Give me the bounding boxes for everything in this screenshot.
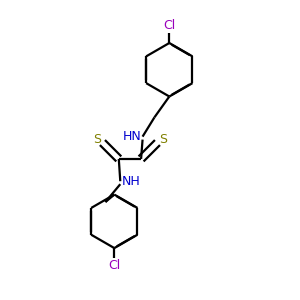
Text: Cl: Cl: [108, 260, 121, 272]
Text: HN: HN: [122, 130, 141, 143]
Text: S: S: [159, 133, 167, 146]
Text: NH: NH: [122, 175, 140, 188]
Text: S: S: [93, 133, 101, 146]
Text: Cl: Cl: [163, 19, 176, 32]
